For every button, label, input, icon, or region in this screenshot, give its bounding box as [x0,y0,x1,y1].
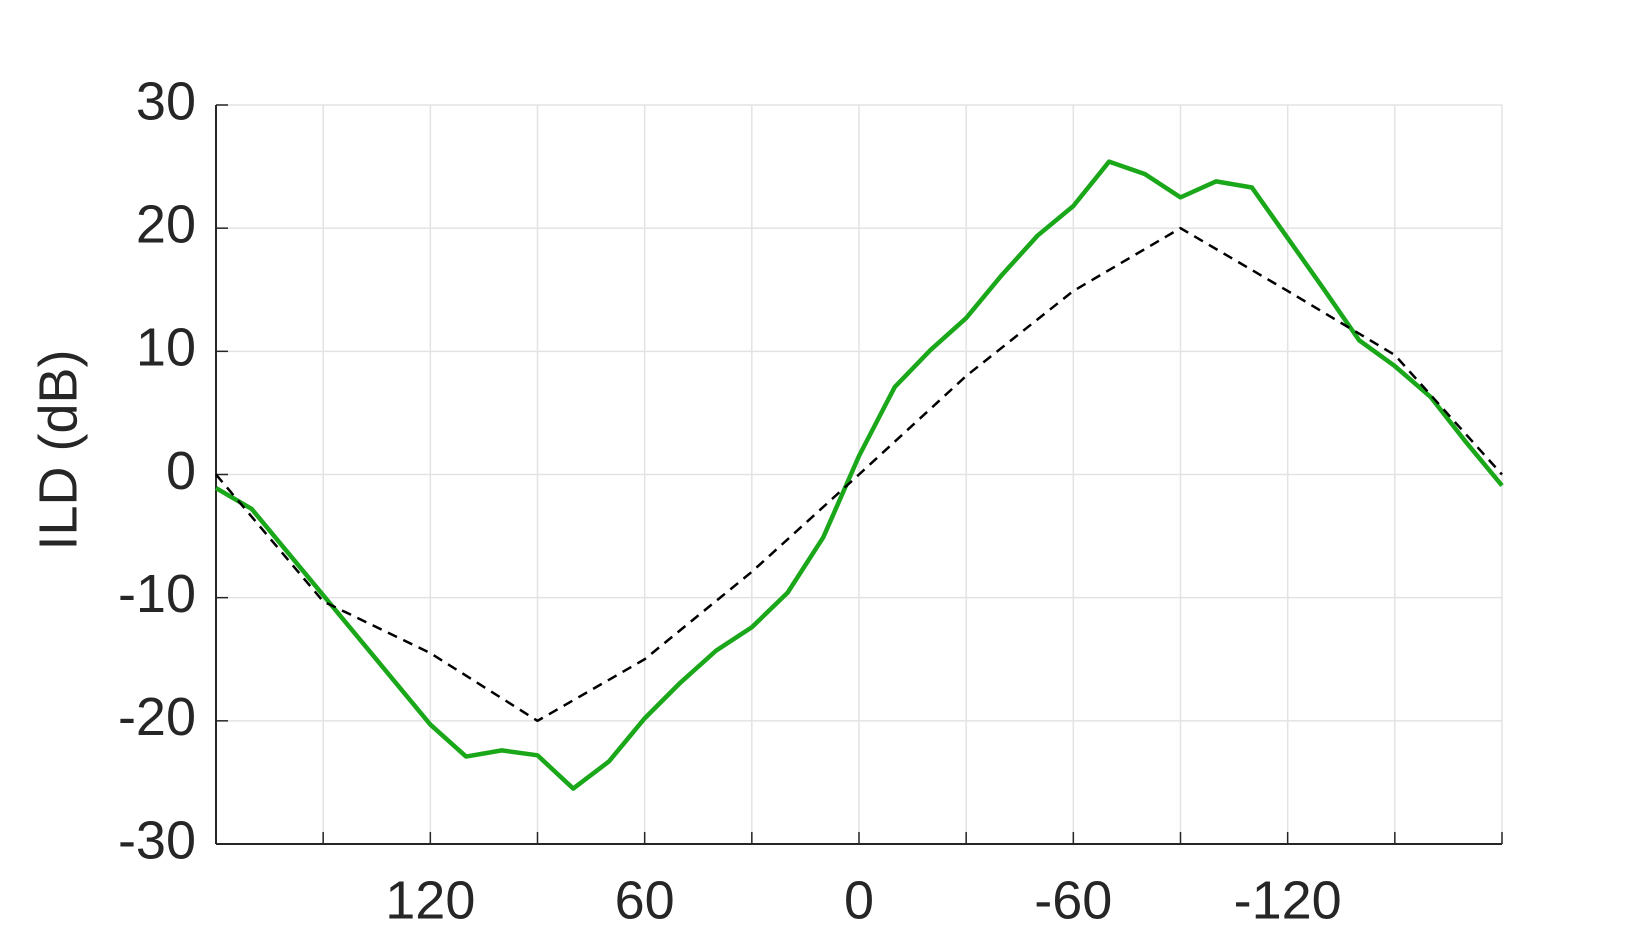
y-tick-label: 10 [136,318,196,378]
data-line [215,226,1503,723]
x-tick-label: 60 [615,870,675,930]
x-tick-label: 0 [844,870,874,930]
x-tick-label: -120 [1234,870,1342,930]
y-tick-label: 30 [136,71,196,131]
y-tick-label: -20 [118,687,196,747]
x-tick-label: -60 [1034,870,1112,930]
data-line [214,159,1504,791]
y-tick-label: -30 [118,810,196,870]
y-axis-label: ILD (dB) [28,349,88,550]
y-tick-label: -10 [118,564,196,624]
y-tick-label: 20 [136,194,196,254]
x-tick-label: 120 [385,870,475,930]
y-tick-label: 0 [166,441,196,501]
